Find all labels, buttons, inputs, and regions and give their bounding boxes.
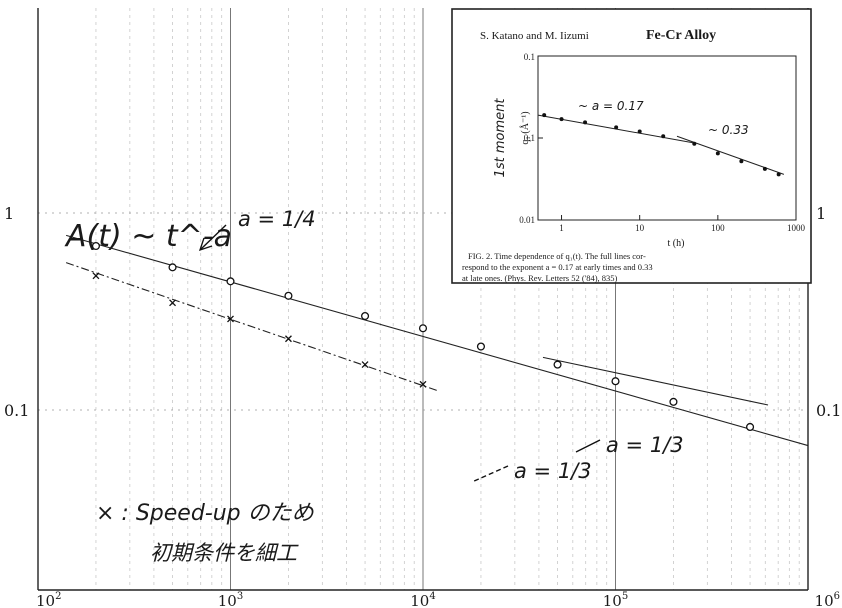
inset-data-points <box>542 113 781 177</box>
data-point-circle <box>284 291 293 300</box>
inset-data-point <box>661 134 666 139</box>
inset-y-tick-label: 0.01 <box>519 215 535 225</box>
data-point-circle <box>418 324 428 333</box>
fit-line <box>65 234 809 447</box>
fit-line <box>542 356 769 406</box>
data-points <box>91 241 755 432</box>
inset-data-point <box>583 120 588 125</box>
annotation-arrow-head-quarter <box>198 237 213 252</box>
data-point-circle <box>476 342 485 351</box>
inset-annotation-033: ~ 0.33 <box>708 123 749 137</box>
inset-xlabel: t (h) <box>668 238 685 249</box>
inset-x-tick-label: 1 <box>559 223 564 233</box>
inset-caption-line-2: respond to the exponent a = 0.17 at earl… <box>462 262 653 272</box>
data-point-circle <box>226 277 235 286</box>
cross-stroke <box>169 299 177 307</box>
inset-x-tick-label: 100 <box>711 223 725 233</box>
data-point-circle <box>669 397 678 406</box>
cross-stroke <box>361 361 369 369</box>
inset-ylabel-hand: 1st moment <box>493 98 508 178</box>
cross-stroke <box>284 335 292 343</box>
annotation-arrow-quarter <box>199 224 227 251</box>
inset-data-point <box>776 172 781 177</box>
cross-stroke <box>419 380 427 388</box>
y-tick-label-left: 0.1 <box>4 401 29 420</box>
note-initial-condition: 初期条件を細工 <box>150 541 299 565</box>
annotation-a-third-circles: a = 1/3 <box>606 433 684 457</box>
y-tick-label-right: 0.1 <box>816 401 841 420</box>
inset-ylabel: q₁ (Å⁻¹) <box>519 111 531 144</box>
fit-line <box>65 262 439 392</box>
inset-figure: S. Katano and M. Iizumi Fe-Cr Alloy 1 10 1… <box>451 8 812 284</box>
inset-data-point <box>739 159 744 164</box>
x-tick-label: 103 <box>218 591 243 608</box>
data-point-cross <box>284 335 292 343</box>
x-tick-label: 104 <box>410 591 435 608</box>
data-point-circle <box>746 422 755 432</box>
y-tick-label-left: 1 <box>4 204 14 223</box>
tick-labels: 102 103 104 105 106 1 1 0.1 0.1 <box>4 204 841 608</box>
x-tick-label: 102 <box>36 591 61 608</box>
note-speed-up: × : Speed-up のため <box>96 501 315 526</box>
inset-border <box>451 8 812 284</box>
cross-stroke <box>92 272 100 280</box>
annotation-a-third-crosses: a = 1/3 <box>514 459 592 483</box>
y-tick-label-right: 1 <box>816 204 826 223</box>
inset-ticks: 1 10 100 1000 0.1 0.01 0.1 <box>519 52 805 233</box>
inset-authors: S. Katano and M. Iizumi <box>480 30 589 42</box>
data-point-cross <box>361 361 369 369</box>
data-point-circle <box>611 377 620 386</box>
annotation-arrow-third-crosses <box>471 465 509 483</box>
data-point-circle <box>553 360 562 369</box>
inset-y-tick-label-top: 0.1 <box>524 52 535 62</box>
data-point-circle <box>91 241 100 251</box>
data-point-cross <box>169 299 177 307</box>
inset-caption-line-1: FIG. 2. Time dependence of q₁(t). The fu… <box>468 251 646 261</box>
inset-x-tick-label: 1000 <box>787 223 806 233</box>
inset-data-point <box>637 129 642 134</box>
annotation-a-quarter: a = 1/4 <box>238 207 316 231</box>
inset-title: Fe-Cr Alloy <box>646 28 716 43</box>
inset-annotation-017: ~ a = 0.17 <box>578 99 644 113</box>
fit-lines <box>65 234 809 447</box>
data-point-circle <box>361 311 370 321</box>
x-tick-label: 106 <box>815 591 840 608</box>
data-point-cross <box>227 315 234 323</box>
x-tick-label: 105 <box>603 591 628 608</box>
data-point-circle <box>168 263 177 272</box>
cross-stroke <box>227 315 234 323</box>
data-point-cross <box>419 380 427 388</box>
inset-data-point <box>715 151 720 156</box>
inset-data-point <box>762 166 767 171</box>
inset-x-tick-label: 10 <box>635 223 645 233</box>
annotation-arrow-third-circles <box>575 439 601 453</box>
data-point-cross <box>92 272 100 280</box>
inset-data-point <box>542 113 547 118</box>
inset-data-point <box>692 141 697 146</box>
inset-y-tick-label: 0.1 <box>524 133 535 143</box>
inset-data-point <box>614 125 619 130</box>
inset-data-point <box>559 117 564 122</box>
formula-label: A(t) ~ t^-a <box>64 219 232 254</box>
inset-caption-line-3: at late ones. (Phys. Rev. Letters 52 ('8… <box>462 273 618 283</box>
